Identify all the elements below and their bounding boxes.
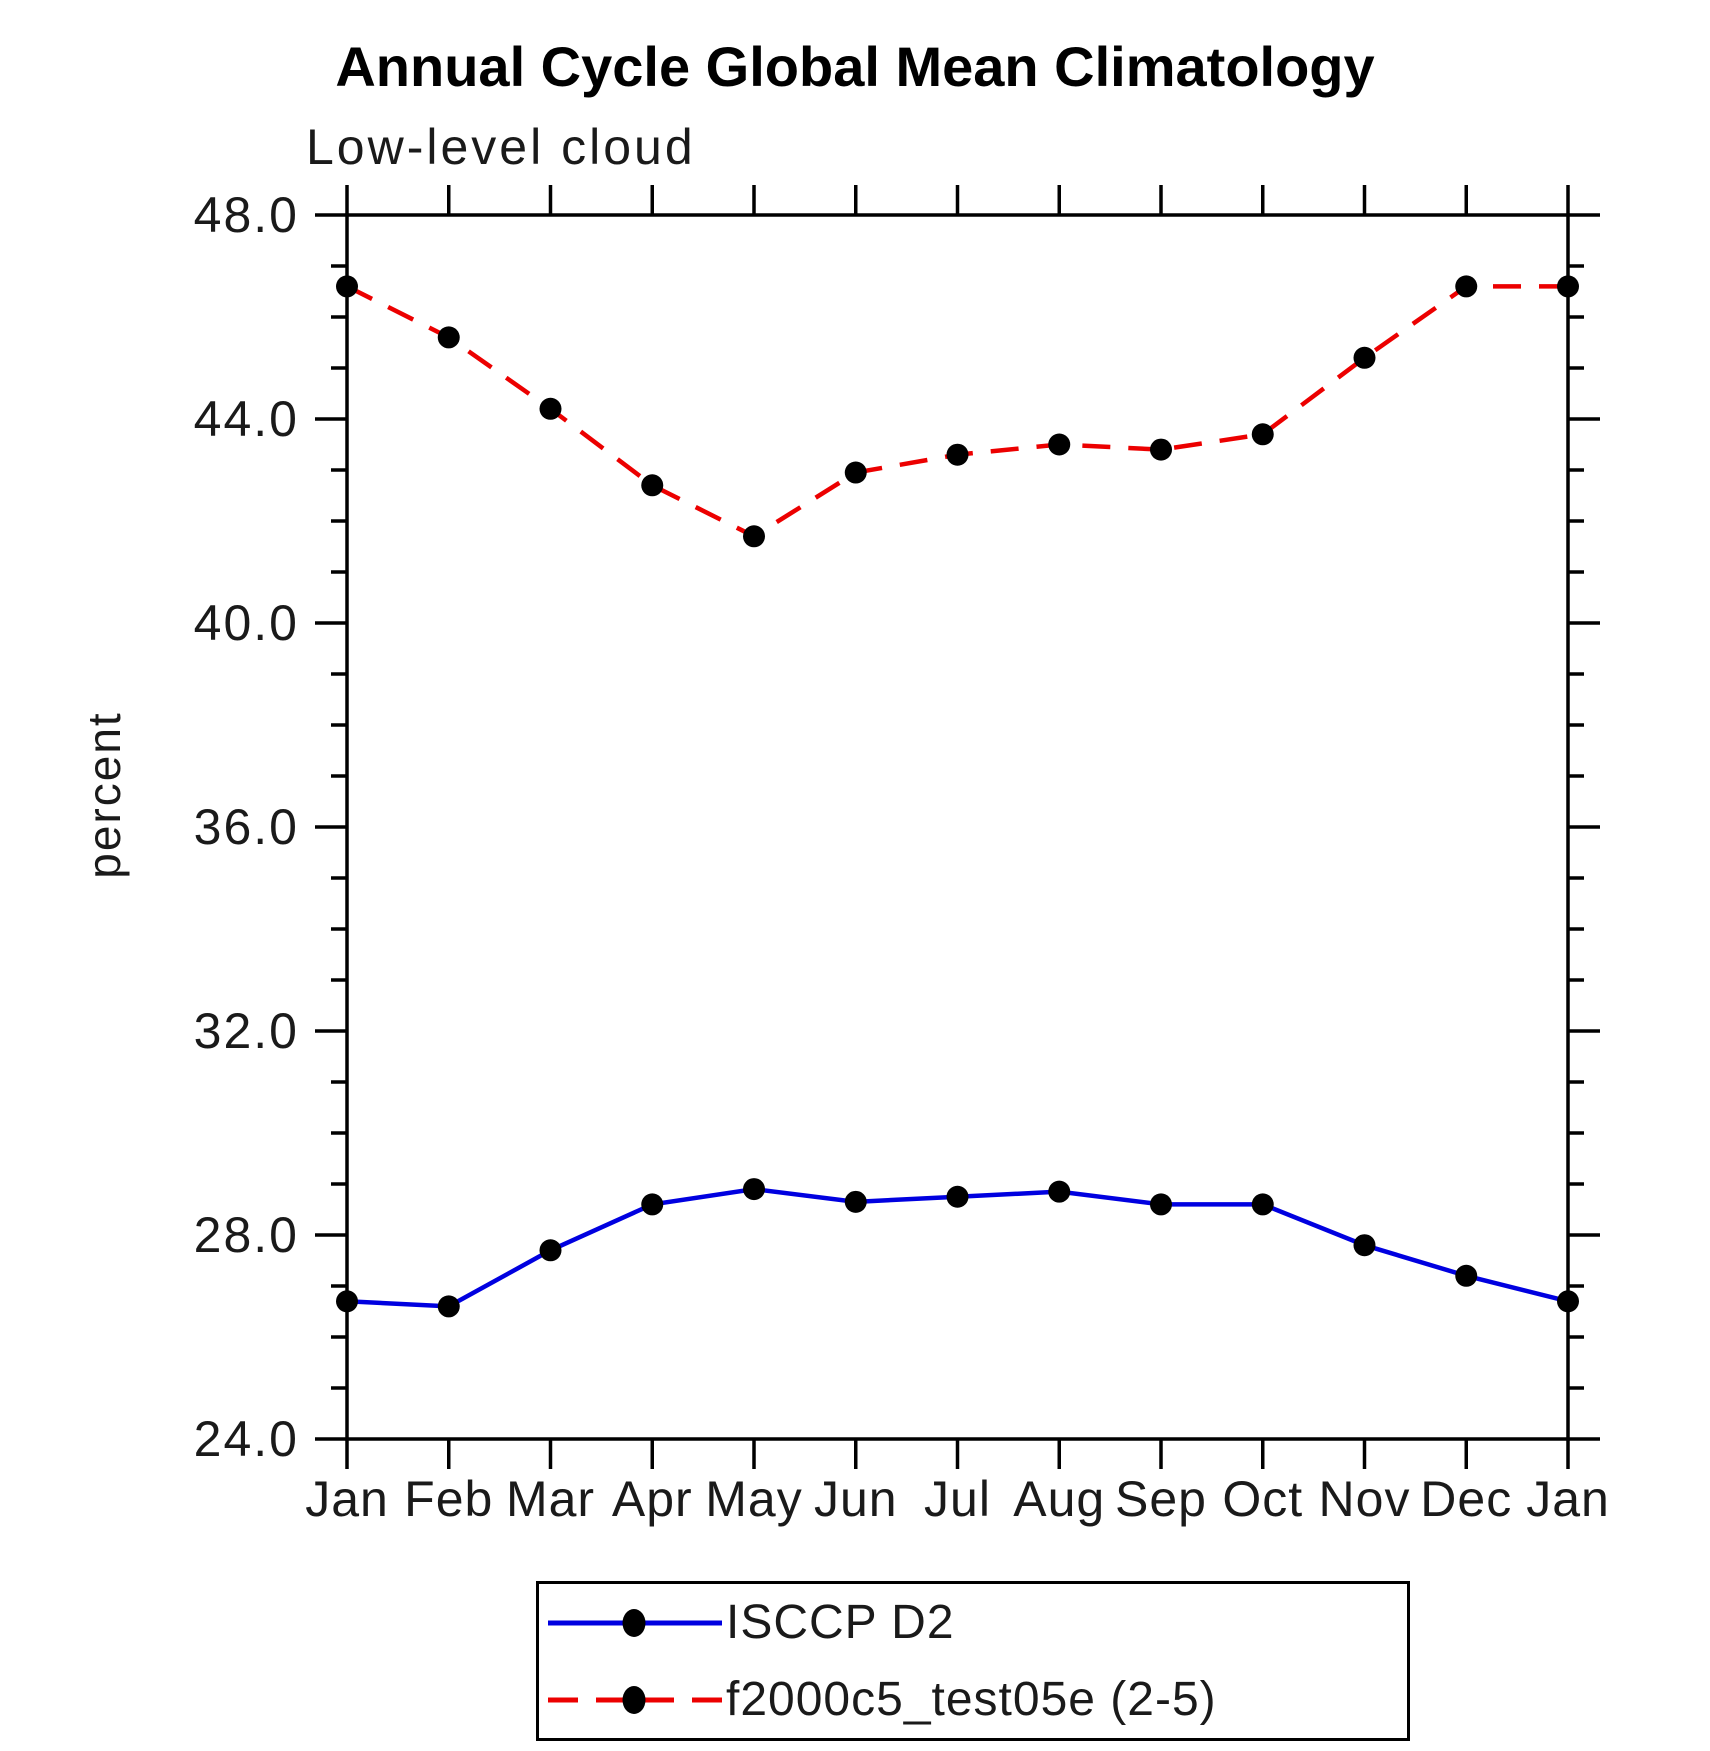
y-tick-label: 28.0 — [194, 1207, 299, 1263]
legend-label-isccp-d2: ISCCP D2 — [726, 1596, 955, 1649]
data-point-series-0 — [1455, 1264, 1478, 1287]
y-tick-label: 44.0 — [194, 391, 299, 447]
series-line-1 — [345, 284, 1568, 539]
x-tick-label: Oct — [1222, 1471, 1303, 1527]
chart-title: Annual Cycle Global Mean Climatology — [335, 35, 1375, 98]
data-point-series-1 — [641, 474, 664, 497]
x-tick-label: Jul — [924, 1471, 991, 1527]
legend-label-f2000c5: f2000c5_test05e (2-5) — [726, 1673, 1217, 1726]
y-tick-label: 32.0 — [194, 1003, 299, 1059]
x-tick-label: Dec — [1420, 1471, 1512, 1527]
data-point-series-1 — [743, 525, 765, 548]
x-tick-label: Feb — [404, 1471, 493, 1527]
data-point-series-0 — [539, 1239, 562, 1262]
data-point-series-0 — [1048, 1180, 1071, 1203]
data-point-series-0 — [437, 1295, 460, 1318]
x-tick-label: Jun — [814, 1471, 898, 1527]
x-tick-label: May — [705, 1471, 802, 1527]
x-tick-label: Jan — [305, 1471, 389, 1527]
legend-item-isccp-d2: ISCCP D2 — [539, 1587, 1407, 1659]
x-tick-label: Aug — [1013, 1471, 1105, 1527]
data-point-series-1 — [946, 443, 969, 466]
data-point-series-0 — [946, 1185, 969, 1208]
data-point-series-1 — [1557, 275, 1579, 298]
data-point-series-0 — [336, 1290, 358, 1313]
x-tick-label: Apr — [612, 1471, 693, 1527]
data-point-series-1 — [1455, 275, 1478, 298]
data-point-series-1 — [437, 326, 460, 349]
data-point-series-0 — [743, 1178, 765, 1201]
data-point-series-0 — [844, 1190, 867, 1213]
data-point-series-1 — [1048, 433, 1071, 456]
data-point-series-1 — [1353, 346, 1376, 369]
data-point-series-0 — [1251, 1193, 1274, 1216]
legend-key-dashed-red-line — [548, 1685, 722, 1714]
data-point-series-0 — [1557, 1290, 1579, 1313]
data-point-series-1 — [1251, 423, 1274, 446]
x-tick-label: Jan — [1526, 1471, 1610, 1527]
legend-item-f2000c5: f2000c5_test05e (2-5) — [539, 1664, 1407, 1736]
legend-marker-dot — [622, 1685, 646, 1714]
legend-marker-dot — [622, 1608, 646, 1637]
chart-subtitle: Low-level cloud — [306, 119, 696, 175]
data-point-series-0 — [1150, 1193, 1172, 1216]
data-point-series-0 — [1353, 1234, 1376, 1257]
data-point-series-1 — [1150, 438, 1172, 461]
y-tick-label: 40.0 — [194, 595, 299, 651]
y-tick-label: 48.0 — [194, 187, 299, 243]
x-tick-label: Nov — [1319, 1471, 1411, 1527]
y-tick-label: 36.0 — [194, 799, 299, 855]
data-point-series-1 — [539, 397, 562, 420]
data-point-series-1 — [336, 275, 358, 298]
data-point-series-0 — [641, 1193, 664, 1216]
legend-key-solid-blue-line — [548, 1608, 722, 1637]
legend: ISCCP D2 f2000c5_test05e (2-5) — [536, 1581, 1410, 1741]
y-tick-label: 24.0 — [194, 1411, 299, 1467]
x-tick-label: Sep — [1115, 1471, 1207, 1527]
data-point-series-1 — [844, 461, 867, 484]
plot-frame — [345, 213, 1570, 1441]
x-tick-label: Mar — [506, 1471, 595, 1527]
